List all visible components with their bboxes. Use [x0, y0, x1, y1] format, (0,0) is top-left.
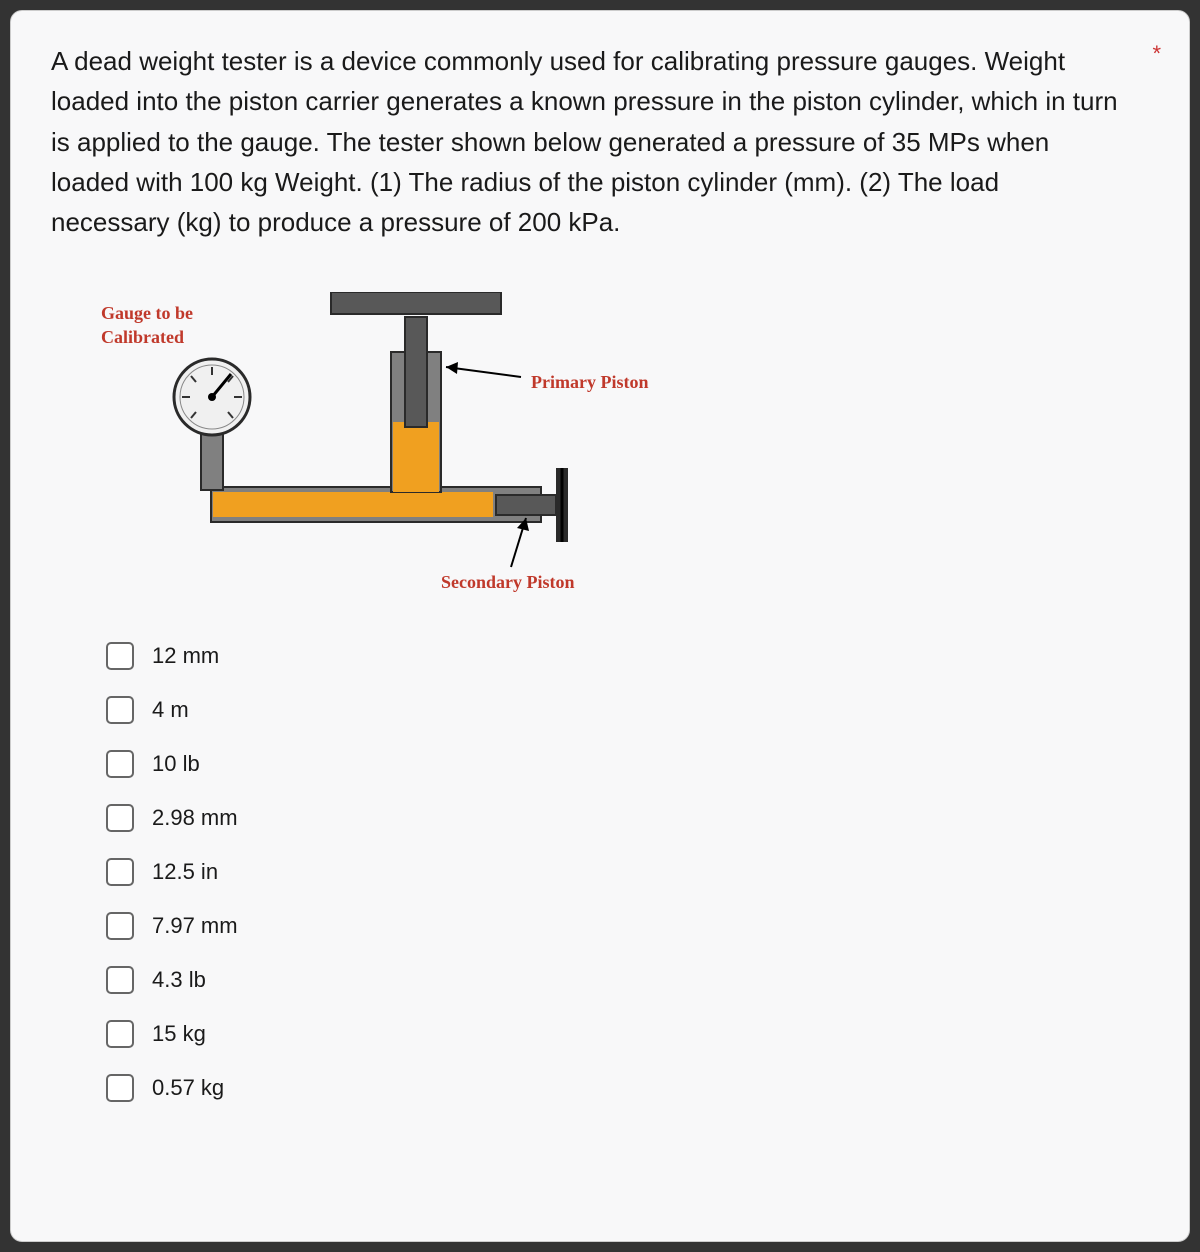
option-row[interactable]: 10 lb — [106, 750, 1149, 778]
question-text: A dead weight tester is a device commonl… — [51, 41, 1149, 242]
option-row[interactable]: 4.3 lb — [106, 966, 1149, 994]
option-row[interactable]: 7.97 mm — [106, 912, 1149, 940]
option-label: 4.3 lb — [152, 967, 206, 993]
option-row[interactable]: 0.57 kg — [106, 1074, 1149, 1102]
option-label: 4 m — [152, 697, 189, 723]
checkbox[interactable] — [106, 696, 134, 724]
option-label: 10 lb — [152, 751, 200, 777]
checkbox[interactable] — [106, 966, 134, 994]
option-row[interactable]: 4 m — [106, 696, 1149, 724]
diagram-svg — [101, 292, 701, 612]
question-card: * A dead weight tester is a device commo… — [10, 10, 1190, 1242]
option-label: 15 kg — [152, 1021, 206, 1047]
option-row[interactable]: 2.98 mm — [106, 804, 1149, 832]
options-list: 12 mm 4 m 10 lb 2.98 mm 12.5 in 7.97 mm … — [106, 642, 1149, 1102]
checkbox[interactable] — [106, 750, 134, 778]
checkbox[interactable] — [106, 1074, 134, 1102]
checkbox[interactable] — [106, 1020, 134, 1048]
diagram: Gauge to be Calibrated Primary Piston Se… — [101, 292, 1149, 612]
option-row[interactable]: 15 kg — [106, 1020, 1149, 1048]
option-row[interactable]: 12 mm — [106, 642, 1149, 670]
required-asterisk: * — [1152, 41, 1161, 67]
option-label: 7.97 mm — [152, 913, 238, 939]
option-label: 12 mm — [152, 643, 219, 669]
option-label: 0.57 kg — [152, 1075, 224, 1101]
checkbox[interactable] — [106, 804, 134, 832]
option-row[interactable]: 12.5 in — [106, 858, 1149, 886]
option-label: 12.5 in — [152, 859, 218, 885]
checkbox[interactable] — [106, 858, 134, 886]
checkbox[interactable] — [106, 912, 134, 940]
checkbox[interactable] — [106, 642, 134, 670]
option-label: 2.98 mm — [152, 805, 238, 831]
